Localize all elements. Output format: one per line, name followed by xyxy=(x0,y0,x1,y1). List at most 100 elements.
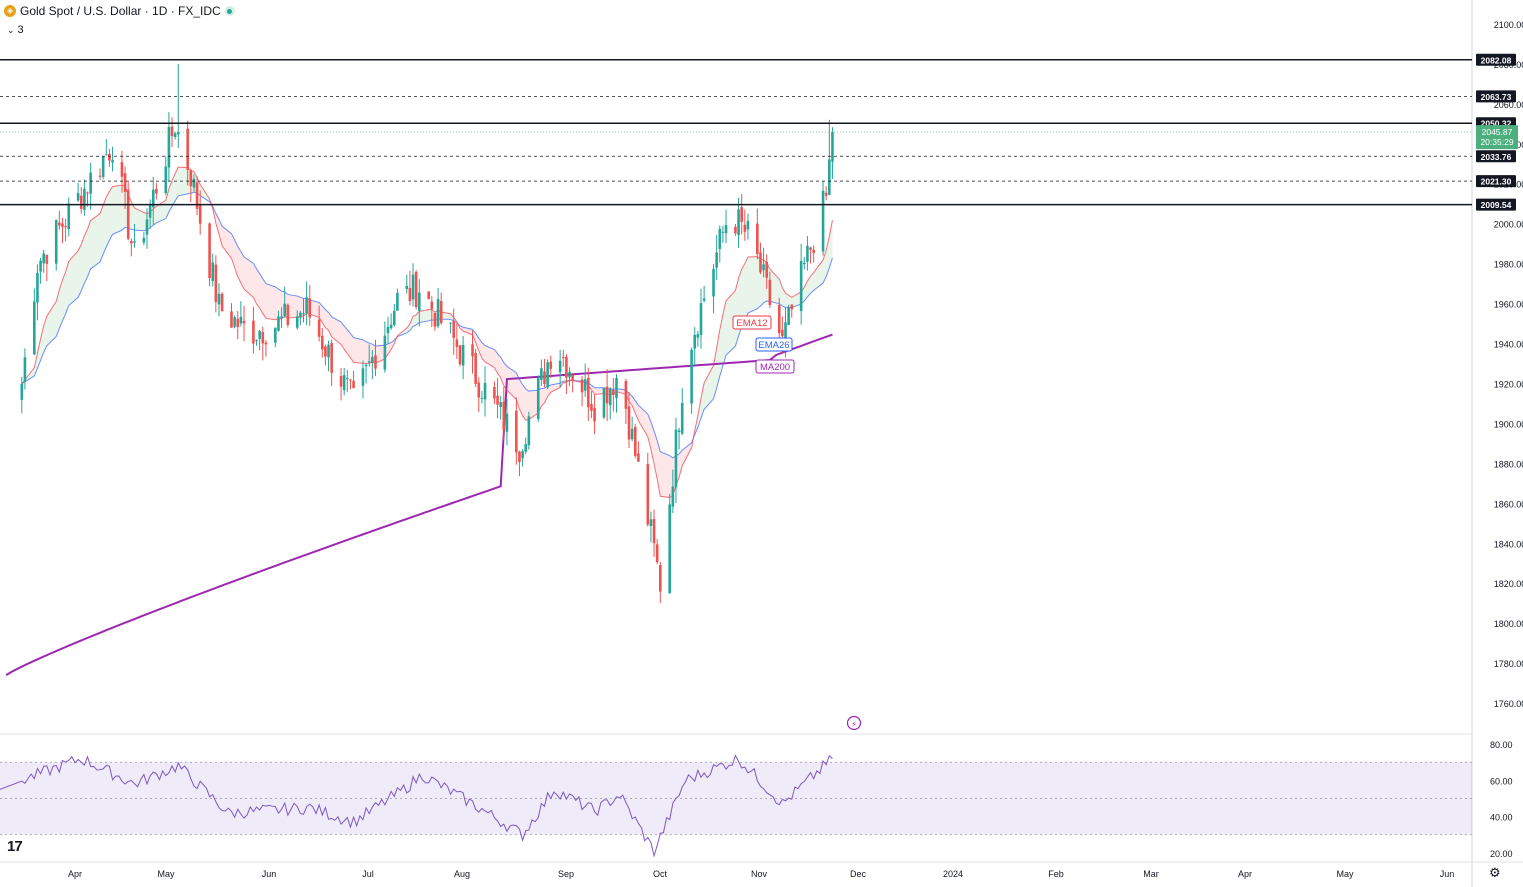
candle-body[interactable] xyxy=(36,272,39,303)
candle-body[interactable] xyxy=(367,361,371,363)
candle-body[interactable] xyxy=(208,223,211,279)
candle-body[interactable] xyxy=(361,368,365,386)
candle-body[interactable] xyxy=(668,504,671,594)
candle-body[interactable] xyxy=(624,380,628,409)
candle-body[interactable] xyxy=(455,339,459,347)
candle-body[interactable] xyxy=(721,231,725,233)
candle-body[interactable] xyxy=(809,247,812,250)
candle-body[interactable] xyxy=(173,133,177,138)
candle-body[interactable] xyxy=(405,285,409,290)
candle-body[interactable] xyxy=(414,271,418,308)
candle-body[interactable] xyxy=(242,320,246,324)
candle-body[interactable] xyxy=(605,386,609,404)
candle-body[interactable] xyxy=(286,304,290,325)
candle-body[interactable] xyxy=(396,292,399,311)
candle-body[interactable] xyxy=(324,346,327,357)
candle-body[interactable] xyxy=(746,221,750,230)
candle-body[interactable] xyxy=(649,519,653,527)
candle-body[interactable] xyxy=(189,170,193,187)
candle-body[interactable] xyxy=(389,324,393,329)
candle-body[interactable] xyxy=(677,430,681,432)
gold-coin-icon[interactable]: ◈ xyxy=(4,5,16,17)
candle-body[interactable] xyxy=(371,356,374,363)
candle-body[interactable] xyxy=(515,410,518,453)
candle-body[interactable] xyxy=(762,264,765,271)
candle-body[interactable] xyxy=(54,220,58,264)
candle-body[interactable] xyxy=(499,402,502,408)
candle-body[interactable] xyxy=(593,407,596,422)
candle-body[interactable] xyxy=(558,360,562,373)
candle-body[interactable] xyxy=(302,313,305,315)
candle-body[interactable] xyxy=(712,268,715,297)
candle-body[interactable] xyxy=(327,344,330,358)
candle-body[interactable] xyxy=(133,241,136,243)
candle-body[interactable] xyxy=(483,383,487,400)
candle-body[interactable] xyxy=(418,292,421,311)
candle-body[interactable] xyxy=(524,444,528,452)
candle-body[interactable] xyxy=(608,388,612,406)
candle-body[interactable] xyxy=(386,326,390,334)
candle-body[interactable] xyxy=(633,426,637,456)
candle-body[interactable] xyxy=(130,241,133,244)
last-price-tag[interactable] xyxy=(1476,125,1518,150)
candle-body[interactable] xyxy=(696,334,700,338)
candle-body[interactable] xyxy=(590,404,593,411)
candle-body[interactable] xyxy=(211,262,215,281)
candle-body[interactable] xyxy=(305,297,308,314)
candle-body[interactable] xyxy=(167,126,171,168)
candle-body[interactable] xyxy=(283,303,287,317)
candle-body[interactable] xyxy=(108,153,111,161)
candle-body[interactable] xyxy=(346,378,349,380)
candle-body[interactable] xyxy=(261,332,265,344)
candle-body[interactable] xyxy=(646,464,650,525)
candle-body[interactable] xyxy=(743,224,747,232)
candle-body[interactable] xyxy=(217,293,221,305)
candle-body[interactable] xyxy=(540,368,543,380)
candle-body[interactable] xyxy=(452,321,456,338)
candle-body[interactable] xyxy=(477,382,481,398)
ema12-label-box[interactable] xyxy=(732,315,772,330)
candle-body[interactable] xyxy=(214,264,218,303)
candle-body[interactable] xyxy=(76,193,80,201)
candle-body[interactable] xyxy=(436,299,440,327)
ma200-line[interactable] xyxy=(5,333,833,676)
candle-body[interactable] xyxy=(824,192,828,196)
candle-body[interactable] xyxy=(264,342,268,345)
candle-body[interactable] xyxy=(79,195,83,209)
candle-body[interactable] xyxy=(151,189,155,208)
candle-body[interactable] xyxy=(198,205,202,224)
candle-body[interactable] xyxy=(806,245,809,262)
candle-body[interactable] xyxy=(105,154,108,156)
candle-body[interactable] xyxy=(690,349,693,404)
candle-body[interactable] xyxy=(392,310,396,326)
candle-body[interactable] xyxy=(699,303,703,335)
candle-body[interactable] xyxy=(236,318,240,328)
candle-body[interactable] xyxy=(33,301,36,355)
candle-body[interactable] xyxy=(195,182,199,209)
candle-body[interactable] xyxy=(458,345,462,365)
candle-body[interactable] xyxy=(583,379,587,391)
candle-body[interactable] xyxy=(280,316,283,319)
candle-body[interactable] xyxy=(627,406,631,440)
candle-body[interactable] xyxy=(39,260,42,272)
candle-body[interactable] xyxy=(496,395,499,405)
candle-body[interactable] xyxy=(461,344,465,366)
candle-body[interactable] xyxy=(734,226,737,234)
candle-body[interactable] xyxy=(320,335,324,350)
candle-body[interactable] xyxy=(587,377,590,408)
candle-body[interactable] xyxy=(349,379,352,381)
candle-body[interactable] xyxy=(274,327,277,343)
candle-body[interactable] xyxy=(756,223,759,255)
candle-body[interactable] xyxy=(536,377,540,419)
candle-body[interactable] xyxy=(527,416,531,446)
symbol-title[interactable]: Gold Spot / U.S. Dollar · 1D · FX_IDC xyxy=(20,4,221,18)
candle-body[interactable] xyxy=(680,402,684,434)
candle-body[interactable] xyxy=(364,364,368,367)
candle-body[interactable] xyxy=(630,428,634,440)
candle-body[interactable] xyxy=(433,313,437,327)
candle-body[interactable] xyxy=(176,132,180,135)
candle-body[interactable] xyxy=(821,190,825,252)
candle-body[interactable] xyxy=(471,344,474,357)
candle-body[interactable] xyxy=(802,262,806,265)
candle-body[interactable] xyxy=(561,357,565,359)
